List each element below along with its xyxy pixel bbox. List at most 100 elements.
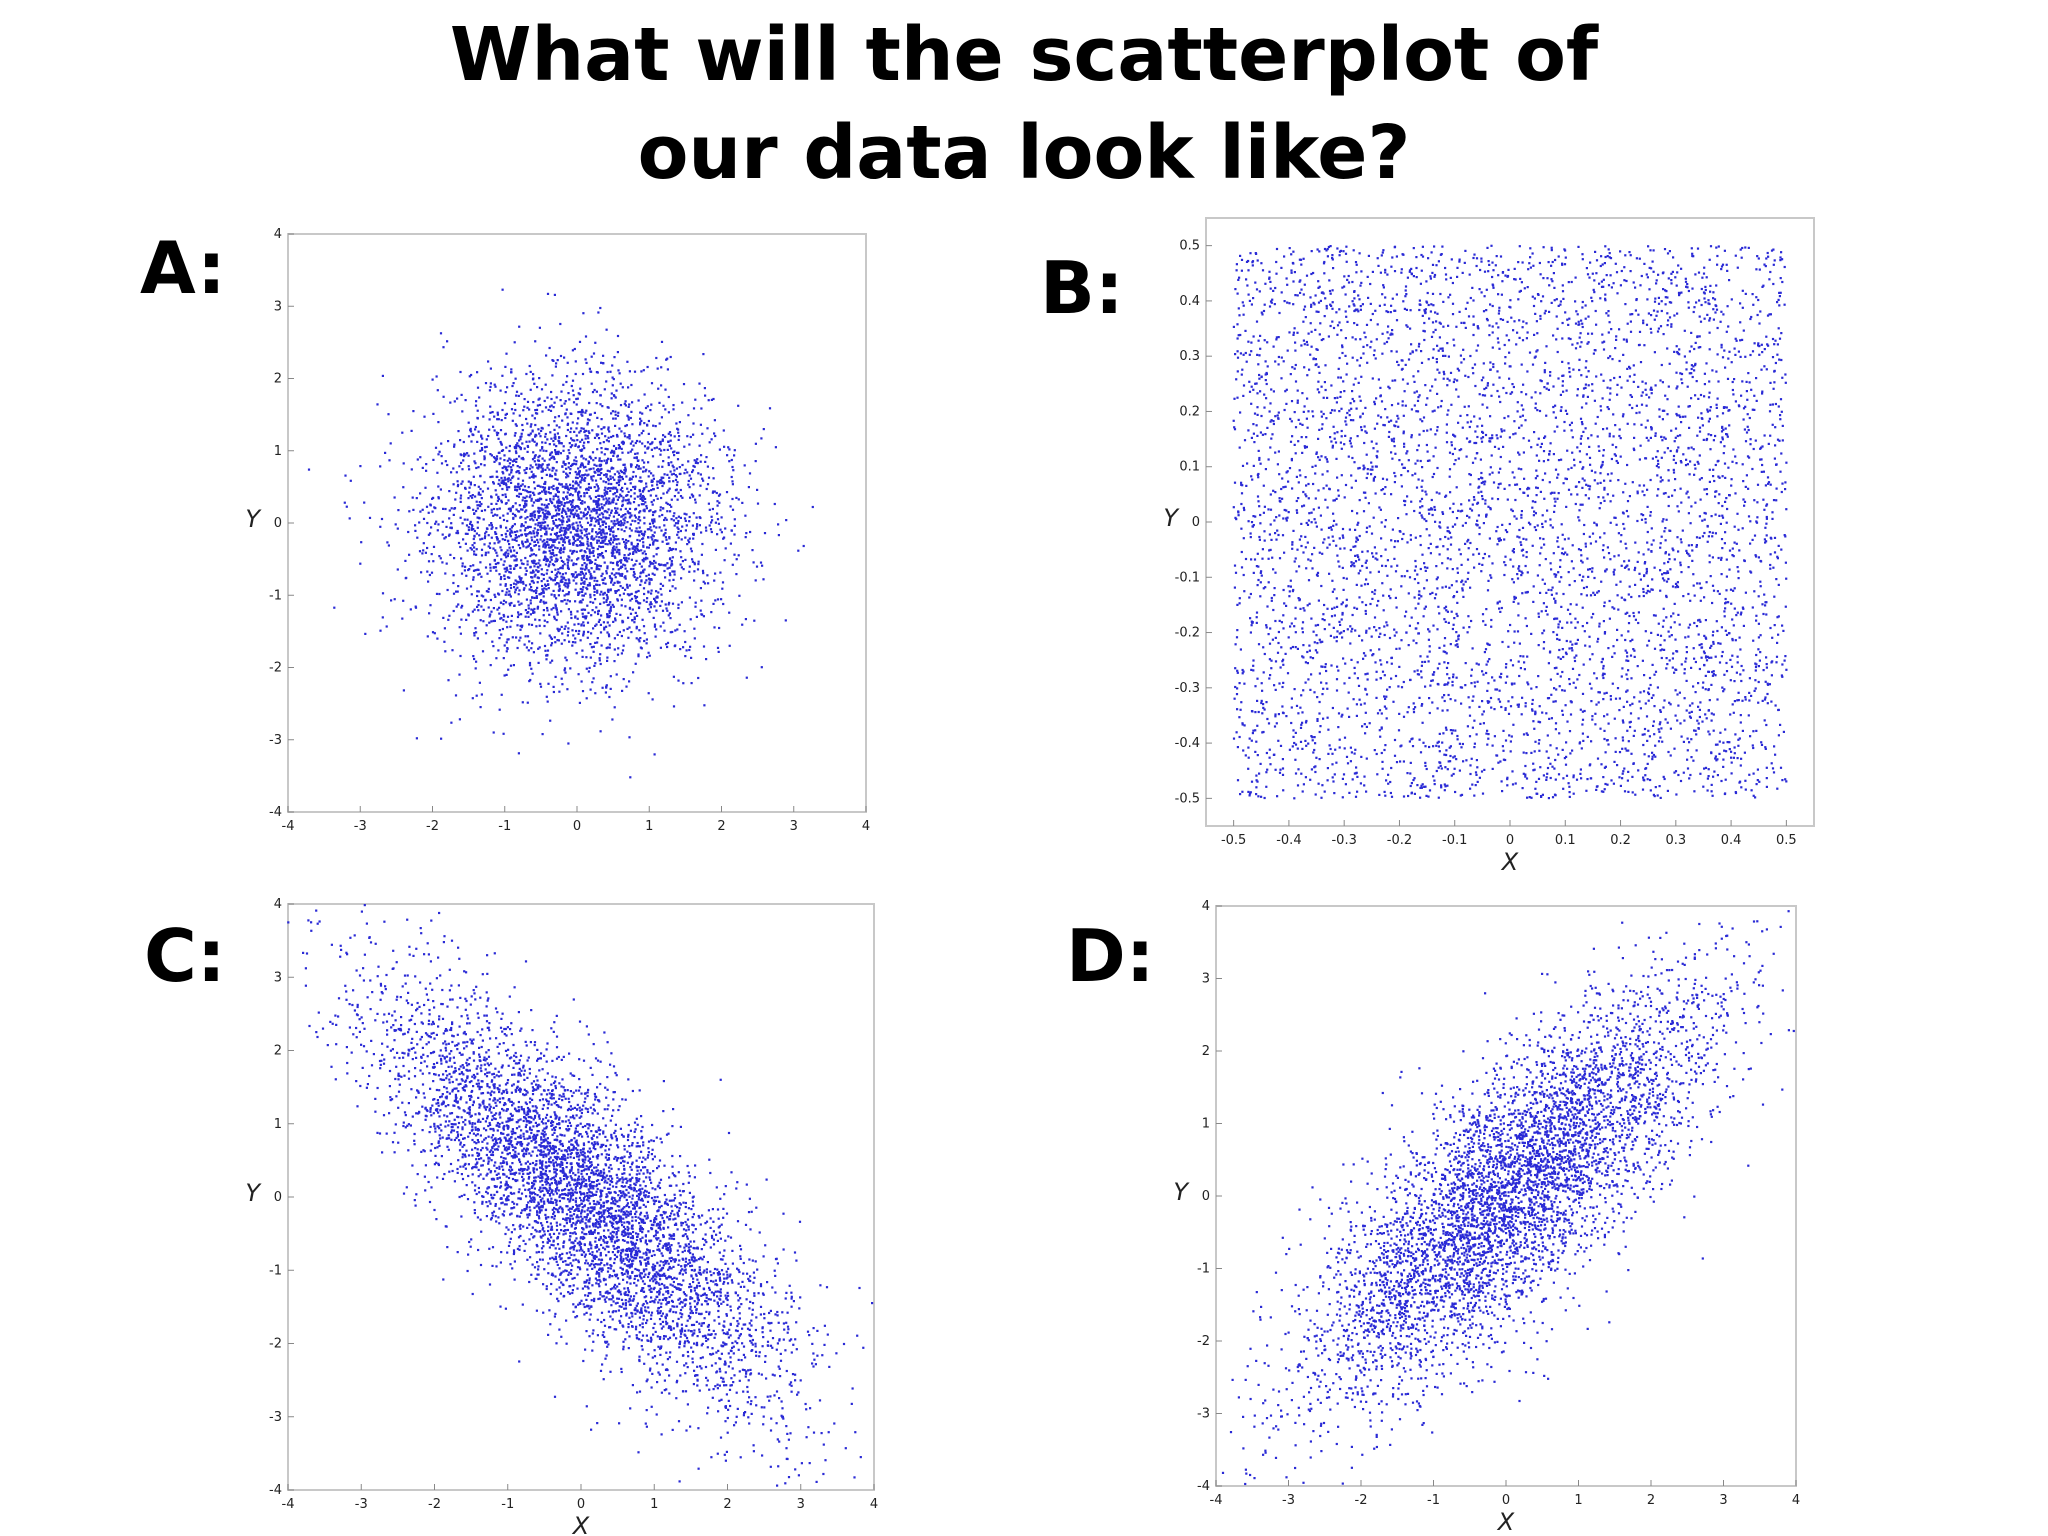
scatter-point bbox=[508, 486, 511, 489]
scatter-point bbox=[540, 599, 543, 602]
scatter-point bbox=[561, 580, 564, 583]
scatter-point bbox=[572, 562, 575, 565]
scatter-point bbox=[518, 466, 521, 469]
scatter-point bbox=[1379, 677, 1382, 680]
scatter-point bbox=[1258, 290, 1261, 293]
scatter-point bbox=[586, 547, 589, 550]
scatter-point bbox=[606, 656, 609, 659]
scatter-point bbox=[569, 412, 572, 415]
scatter-point bbox=[560, 600, 563, 603]
scatter-point bbox=[527, 607, 530, 610]
scatter-point bbox=[513, 458, 516, 461]
scatter-point bbox=[636, 542, 639, 546]
scatter-point bbox=[480, 594, 483, 597]
scatter-point bbox=[477, 466, 480, 469]
scatter-point bbox=[1658, 730, 1661, 733]
scatter-point bbox=[645, 504, 648, 508]
scatter-point bbox=[586, 542, 589, 546]
scatter-point bbox=[616, 334, 620, 338]
scatter-point bbox=[620, 574, 623, 577]
scatter-point bbox=[554, 641, 557, 644]
scatter-point bbox=[604, 486, 607, 489]
scatter-point bbox=[463, 455, 466, 458]
scatter-point bbox=[594, 520, 598, 523]
scatter-point bbox=[509, 625, 512, 628]
scatter-point bbox=[630, 592, 633, 595]
scatter-point bbox=[518, 575, 521, 578]
scatter-point bbox=[664, 564, 667, 567]
scatter-point bbox=[679, 563, 682, 566]
scatter-point bbox=[600, 529, 603, 532]
scatter-point bbox=[542, 521, 545, 524]
scatter-point bbox=[727, 446, 730, 449]
scatter-point bbox=[582, 558, 585, 561]
scatter-point bbox=[457, 430, 460, 433]
scatter-point bbox=[1393, 445, 1396, 448]
scatter-point bbox=[592, 352, 596, 355]
scatter-point bbox=[573, 623, 576, 626]
scatter-point bbox=[693, 637, 696, 640]
scatter-point bbox=[680, 556, 683, 559]
scatter-point bbox=[492, 645, 495, 648]
scatter-point bbox=[580, 478, 583, 482]
scatter-point bbox=[578, 521, 581, 524]
scatter-point bbox=[560, 515, 564, 518]
scatter-point bbox=[557, 439, 560, 442]
scatter-point bbox=[1637, 551, 1640, 554]
y-tick-label: 3 bbox=[274, 299, 282, 314]
scatter-point bbox=[592, 601, 595, 604]
scatter-point bbox=[609, 487, 613, 490]
scatter-point bbox=[650, 578, 653, 581]
scatter-point bbox=[1457, 395, 1460, 398]
scatter-point bbox=[585, 586, 588, 589]
scatter-point bbox=[444, 460, 447, 463]
scatter-point bbox=[1531, 500, 1534, 503]
scatter-point bbox=[1400, 575, 1403, 578]
scatter-point bbox=[650, 479, 653, 482]
scatter-point bbox=[481, 437, 484, 440]
scatter-point bbox=[616, 488, 619, 491]
scatter-point bbox=[602, 536, 605, 539]
scatter-point bbox=[467, 435, 471, 438]
scatter-point bbox=[599, 623, 602, 626]
scatter-point bbox=[597, 609, 600, 612]
scatter-point bbox=[1247, 340, 1250, 343]
scatter-point bbox=[557, 513, 560, 516]
scatter-point bbox=[402, 462, 405, 465]
scatter-point bbox=[588, 548, 591, 551]
scatter-point bbox=[612, 620, 615, 623]
scatter-point bbox=[601, 572, 604, 575]
scatter-point bbox=[601, 495, 604, 498]
scatter-point bbox=[586, 418, 590, 421]
scatter-point bbox=[1314, 521, 1317, 524]
scatter-point bbox=[566, 688, 569, 691]
scatter-point bbox=[617, 568, 620, 571]
scatter-point bbox=[461, 562, 464, 565]
scatter-point bbox=[606, 477, 610, 480]
scatter-point bbox=[652, 511, 655, 514]
scatterplot-b: -0.5 -0.4 -0.3 -0.2 -0.1 0 0.1 0.2 0.3 0.4 0.5-0.5… bbox=[1163, 217, 1815, 876]
scatter-point bbox=[532, 519, 535, 522]
scatter-point bbox=[677, 519, 680, 523]
scatter-point bbox=[1359, 356, 1363, 359]
scatter-point bbox=[711, 519, 714, 522]
scatter-point bbox=[481, 650, 485, 653]
scatter-point bbox=[566, 586, 569, 589]
scatter-point bbox=[587, 430, 590, 433]
scatter-point bbox=[597, 494, 600, 497]
scatter-point bbox=[598, 553, 601, 556]
scatter-point bbox=[1301, 790, 1304, 793]
scatter-point bbox=[623, 576, 626, 579]
scatter-point bbox=[522, 496, 525, 499]
scatter-point bbox=[505, 566, 508, 569]
scatter-point bbox=[689, 618, 692, 621]
scatter-point bbox=[632, 551, 635, 554]
scatter-point bbox=[531, 596, 534, 599]
scatter-point bbox=[1441, 696, 1444, 699]
scatter-point bbox=[642, 496, 645, 499]
scatter-point bbox=[1360, 281, 1363, 284]
scatter-point bbox=[683, 517, 687, 520]
scatter-point bbox=[562, 449, 565, 452]
scatter-point bbox=[1390, 350, 1393, 353]
scatter-point bbox=[477, 485, 480, 488]
